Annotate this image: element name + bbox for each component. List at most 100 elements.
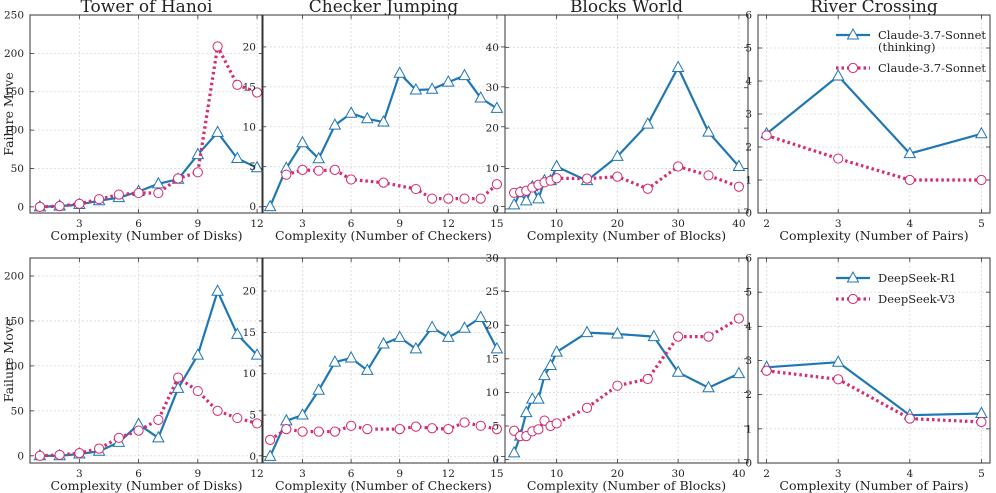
series-line-thinking xyxy=(39,290,258,457)
circle-marker xyxy=(612,171,623,182)
triangle-marker xyxy=(975,126,988,139)
y-tick-label: 10 xyxy=(486,163,499,175)
triangle-marker xyxy=(458,321,471,333)
x-tick-label: 6 xyxy=(135,218,142,230)
x-tick-label: 3 xyxy=(76,468,83,480)
triangle-marker xyxy=(250,160,264,173)
circle-marker xyxy=(673,331,684,342)
y-tick-label: 4 xyxy=(745,76,752,88)
x-axis-label: Complexity (Number of Disks) xyxy=(51,228,243,243)
circle-marker xyxy=(265,434,276,445)
y-tick-label: 4 xyxy=(745,321,752,333)
circle-marker xyxy=(533,424,544,435)
x-tick-label: 10 xyxy=(550,218,563,230)
circle-marker xyxy=(642,373,653,385)
circle-marker xyxy=(491,424,502,435)
triangle-marker xyxy=(538,368,551,381)
plot-frame xyxy=(757,257,991,464)
circle-marker xyxy=(581,402,593,413)
circle-marker xyxy=(427,193,438,204)
x-tick-label: 2 xyxy=(763,468,770,480)
circle-marker xyxy=(410,421,421,432)
triangle-marker xyxy=(611,149,624,161)
y-tick-label: 10 xyxy=(243,368,256,380)
circle-marker xyxy=(94,443,105,454)
triangle-marker xyxy=(152,430,165,443)
x-tick-label: 3 xyxy=(299,468,306,480)
circle-marker xyxy=(329,164,340,175)
circle-marker xyxy=(733,181,744,192)
y-tick-label: 20 xyxy=(486,123,499,135)
y-tick-label: 20 xyxy=(243,286,256,298)
circle-marker xyxy=(153,414,164,425)
triangle-marker xyxy=(519,405,533,418)
triangle-marker xyxy=(263,449,277,461)
triangle-marker xyxy=(312,151,326,164)
triangle-marker xyxy=(647,329,661,342)
circle-marker xyxy=(297,164,308,175)
series-line-base xyxy=(39,41,258,209)
x-tick-label: 6 xyxy=(135,468,142,480)
y-tick-label: 0 xyxy=(492,454,499,466)
triangle-marker xyxy=(831,355,845,367)
triangle-marker xyxy=(532,392,545,404)
circle-marker xyxy=(612,380,623,391)
circle-marker xyxy=(133,425,144,436)
y-tick-label: 0 xyxy=(492,203,499,215)
circle-marker xyxy=(551,418,562,429)
triangle-marker xyxy=(544,358,557,371)
x-tick-label: 40 xyxy=(732,468,745,480)
chart-panel-2: 0 5 10 15 20 3 6 9 12 15 Checker Jumping Complexity… xyxy=(243,0,506,243)
triangle-marker xyxy=(441,75,455,87)
triangle-marker xyxy=(550,345,563,357)
triangle-marker xyxy=(975,406,988,418)
x-tick-label: 12 xyxy=(250,468,263,480)
y-tick-label: 2 xyxy=(745,389,752,401)
triangle-marker xyxy=(211,284,224,296)
chart-title: Blocks World xyxy=(570,0,683,17)
circle-marker xyxy=(703,170,714,181)
circle-marker xyxy=(833,374,844,385)
triangle-marker xyxy=(211,125,224,137)
y-tick-label: 0 xyxy=(17,201,24,213)
x-tick-label: 15 xyxy=(490,468,503,480)
circle-marker xyxy=(346,420,357,431)
y-tick-label: 10 xyxy=(486,387,499,399)
circle-marker xyxy=(459,193,470,204)
triangle-marker xyxy=(671,365,685,377)
chart-panel-4: 0 1 2 3 4 5 6 2 3 4 5 River Crossing Complexity (Num… xyxy=(745,0,991,243)
legend-triangle-marker xyxy=(846,270,860,283)
circle-marker xyxy=(153,187,164,199)
circle-marker xyxy=(491,179,502,190)
triangle-marker xyxy=(393,330,407,342)
circle-marker xyxy=(673,161,684,172)
y-tick-label: 200 xyxy=(4,270,24,282)
triangle-marker xyxy=(425,82,439,94)
x-tick-label: 12 xyxy=(250,218,263,230)
circle-marker xyxy=(362,424,373,435)
legend-circle-marker xyxy=(847,293,859,305)
x-tick-label: 12 xyxy=(442,468,455,480)
y-tick-label: 5 xyxy=(745,287,752,299)
triangle-marker xyxy=(191,348,205,360)
triangle-marker xyxy=(507,197,521,210)
x-tick-label: 10 xyxy=(550,468,563,480)
y-tick-label: 5 xyxy=(249,410,256,422)
circle-marker xyxy=(113,189,124,200)
x-tick-label: 30 xyxy=(671,218,684,230)
x-tick-label: 5 xyxy=(978,468,985,480)
circle-marker xyxy=(212,41,223,52)
y-tick-label: 5 xyxy=(492,421,499,433)
y-tick-label: 50 xyxy=(11,405,24,417)
triangle-marker xyxy=(474,310,488,323)
triangle-marker xyxy=(296,135,309,148)
triangle-marker xyxy=(152,176,165,189)
legend-label: DeepSeek-R1 xyxy=(878,271,956,285)
circle-marker xyxy=(74,448,85,459)
y-tick-label: 5 xyxy=(249,161,256,173)
circle-marker xyxy=(475,193,486,204)
triangle-marker xyxy=(611,326,624,339)
triangle-marker xyxy=(641,117,655,129)
x-tick-label: 9 xyxy=(396,468,403,480)
